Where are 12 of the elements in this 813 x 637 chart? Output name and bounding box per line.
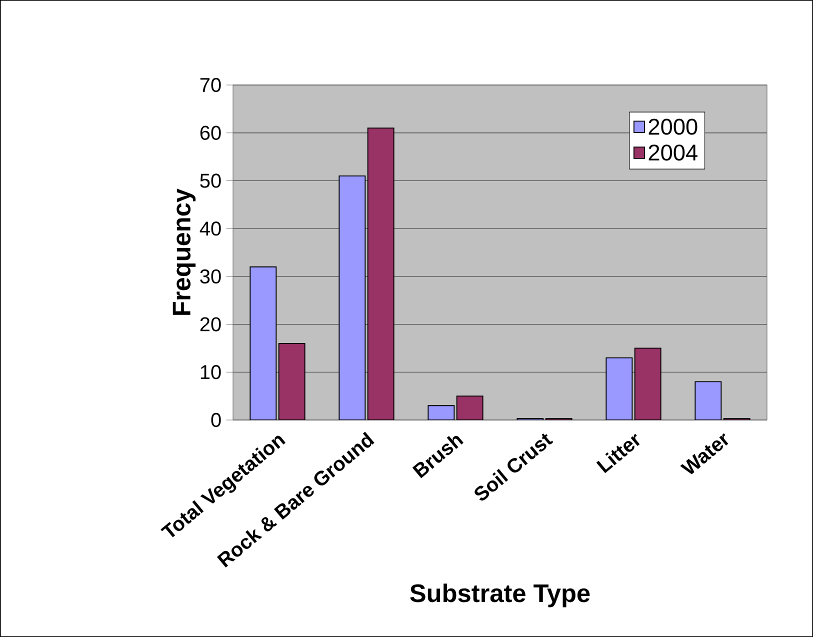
y-tick-label: 0 <box>211 412 221 428</box>
y-tick-label: 50 <box>200 174 221 188</box>
y-tick-label: 70 <box>200 78 221 92</box>
y-tick-label: 60 <box>200 126 221 140</box>
x-axis-title: Substrate Type <box>410 584 590 608</box>
y-tick-label: 20 <box>200 317 221 332</box>
legend-label: 2004 <box>648 144 698 161</box>
y-tick-label: 10 <box>200 365 221 380</box>
y-tick-label: 40 <box>200 221 221 236</box>
y-axis-title: Frequency <box>172 188 196 315</box>
y-tick-label: 30 <box>200 269 221 284</box>
legend-label: 2000 <box>648 118 698 135</box>
